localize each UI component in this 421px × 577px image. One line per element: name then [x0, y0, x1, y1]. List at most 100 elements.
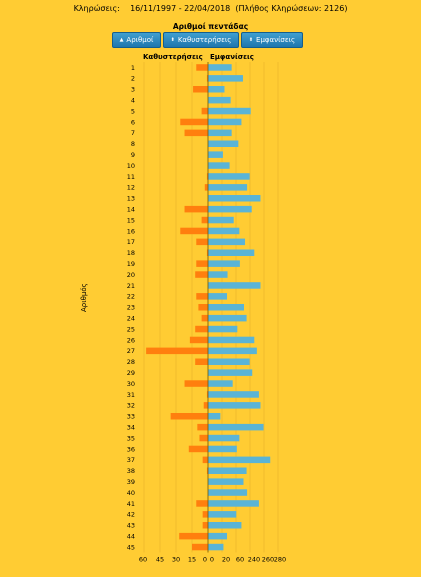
delay-bar [195, 325, 208, 333]
category-label: 1 [131, 64, 135, 72]
category-label: 40 [127, 489, 135, 497]
delay-bar [201, 107, 208, 115]
appearance-bar [208, 195, 261, 202]
appearance-bar [208, 249, 255, 256]
delay-bar [201, 216, 208, 224]
appearance-bar [208, 107, 251, 115]
appearance-bar [208, 64, 232, 71]
delay-bar [170, 413, 208, 420]
sort-up-down-icon: ⬍ [248, 37, 254, 43]
delay-bar [206, 249, 208, 256]
delay-bar [179, 532, 208, 540]
category-label: 18 [127, 249, 135, 257]
category-label: 13 [127, 195, 135, 203]
category-label: 15 [127, 216, 135, 224]
sort-by-appearances-label: Εμφανίσεις [256, 36, 296, 44]
delay-bar [201, 314, 208, 322]
appearance-bar [208, 129, 232, 137]
sort-by-delays-button[interactable]: ⬍ Καθυστερήσεις [163, 32, 239, 48]
category-label: 9 [131, 151, 135, 159]
appearance-bar [208, 500, 259, 507]
appearance-bar [208, 75, 243, 82]
appearance-bar [208, 238, 246, 246]
category-label: 39 [127, 478, 135, 486]
appearance-bar [208, 260, 240, 267]
x-tick-label: 20 [222, 556, 230, 564]
x-tick-label: 280 [274, 556, 286, 564]
x-tick-label: 15 [188, 556, 196, 564]
category-label: 16 [127, 227, 135, 235]
appearance-bar [208, 347, 257, 355]
draw-count: (Πλήθος Κληρώσεων: 2126) [235, 4, 348, 13]
delay-bar [195, 271, 208, 278]
appearance-bar [208, 369, 253, 376]
x-tick-label: 30 [172, 556, 180, 564]
category-label: 44 [127, 532, 135, 540]
delay-bar [188, 445, 208, 453]
category-label: 10 [127, 162, 135, 170]
x-tick-label: 260 [262, 556, 274, 564]
appearance-bar [208, 227, 240, 235]
category-label: 8 [131, 140, 135, 148]
appearance-bar [208, 162, 230, 169]
category-label: 24 [127, 314, 135, 322]
delay-bar [184, 129, 208, 137]
delay-bar [196, 238, 208, 246]
x-tick-label: 60 [236, 556, 244, 564]
appearance-bar [208, 282, 261, 289]
category-label: 22 [127, 293, 135, 301]
delay-bar [192, 543, 208, 551]
appearance-bar [208, 380, 233, 387]
delay-bar [202, 522, 208, 529]
delay-bar [196, 500, 208, 507]
sort-up-icon: ▲ [119, 37, 124, 43]
category-label: 6 [131, 118, 135, 126]
delay-bar [203, 402, 208, 409]
appearance-bar [208, 434, 240, 442]
sort-by-appearances-button[interactable]: ⬍ Εμφανίσεις [241, 32, 303, 48]
appearance-bar [208, 336, 255, 344]
category-label: 32 [127, 402, 135, 410]
delay-bar [206, 173, 208, 180]
appearance-bar [208, 489, 248, 496]
x-tick-label: 45 [156, 556, 164, 564]
x-tick-label: 0 [210, 556, 214, 564]
appearance-bar [208, 216, 234, 224]
appearance-bar [208, 96, 231, 104]
appearance-bar [208, 543, 224, 551]
delay-bar [196, 64, 208, 71]
delay-bar [189, 336, 208, 344]
category-label: 31 [127, 391, 135, 399]
appearance-bar [208, 140, 239, 147]
delay-bar [195, 358, 208, 365]
category-label: 2 [131, 75, 135, 83]
delay-bar [199, 434, 208, 442]
category-label: 29 [127, 369, 135, 377]
category-label: 28 [127, 358, 135, 366]
appearance-bar [208, 358, 250, 365]
delay-bar [193, 86, 208, 93]
delay-bar [204, 184, 208, 191]
category-label: 25 [127, 325, 135, 333]
category-label: 26 [127, 336, 135, 344]
draw-period-header: Κληρώσεις: 16/11/1997 - 22/04/2018 (Πλήθ… [0, 4, 421, 13]
sort-by-number-button[interactable]: ▲ Αριθμοί [112, 32, 161, 48]
appearance-bar [208, 325, 238, 333]
x-tick-label: 60 [139, 556, 147, 564]
delay-bar [206, 467, 208, 474]
draws-label: Κληρώσεις: [73, 4, 120, 13]
appearance-bar [208, 184, 248, 191]
category-label: 45 [127, 543, 135, 551]
section-title: Αριθμοί πεντάδας [172, 22, 249, 31]
x-tick-label: 0 [203, 556, 207, 564]
appearance-bar [208, 532, 228, 540]
delay-bar [180, 227, 208, 235]
category-label: 7 [131, 129, 135, 137]
sort-by-delays-label: Καθυστερήσεις [177, 36, 232, 44]
appearance-bar [208, 391, 259, 398]
category-label: 41 [127, 500, 135, 508]
category-label: 43 [127, 522, 135, 530]
category-label: 19 [127, 260, 135, 268]
category-label: 30 [127, 380, 135, 388]
appearance-bar [208, 118, 242, 126]
